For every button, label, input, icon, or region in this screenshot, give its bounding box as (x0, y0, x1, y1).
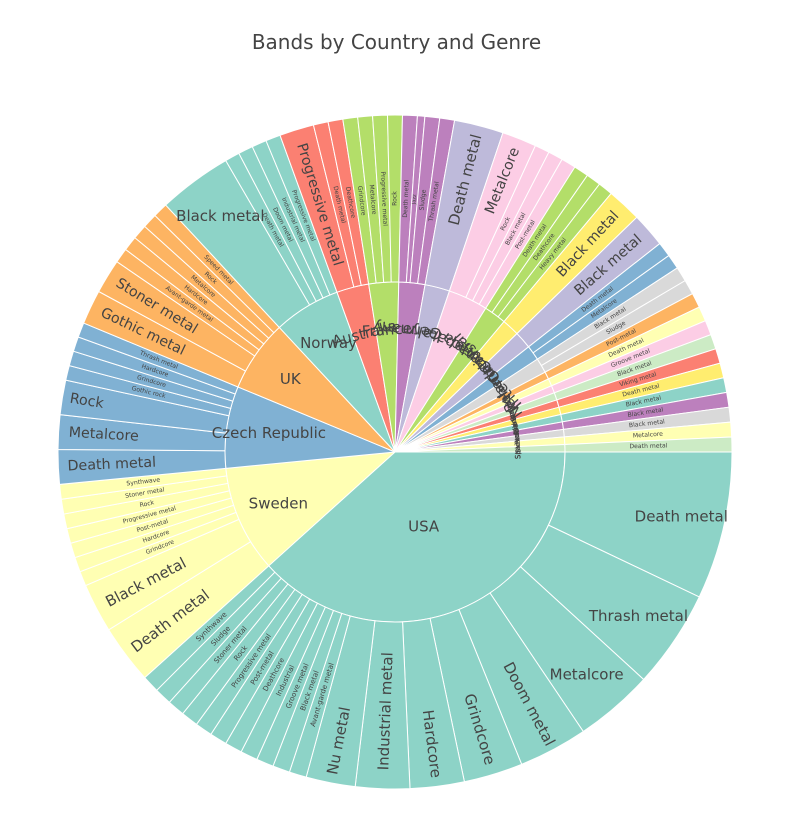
genre-label-rock: Rock (392, 191, 399, 206)
genre-label-black-metal: Black metal (629, 418, 666, 429)
country-label-france: France (361, 319, 412, 340)
genre-label-metalcore: Metalcore (633, 431, 664, 440)
genre-label-thrash-metal: Thrash metal (588, 607, 688, 625)
genre-label-metalcore: Metalcore (68, 425, 139, 445)
country-label-spain: Spain (513, 439, 522, 459)
chart-title: Bands by Country and Genre (251, 30, 542, 54)
country-label-sweden: Sweden (249, 494, 308, 512)
genre-label-death-metal: Death metal (629, 442, 667, 450)
genre-label-metalcore: Metalcore (550, 665, 624, 683)
genre-label-death-metal: Death metal (635, 508, 728, 526)
genre-label-death-metal: Death metal (67, 455, 156, 475)
country-label-slovakia: Slovakia (511, 423, 523, 454)
genre-label-metalcore: Metalcore (368, 184, 378, 215)
genre-label-sludge: Sludge (418, 189, 427, 211)
genre-label-death-metal: Death metal (402, 179, 411, 218)
genre-label-synthwave: Synthwave (126, 476, 161, 487)
genre-label-rock: Rock (139, 499, 155, 509)
country-label-usa: USA (408, 518, 440, 536)
country-label-czech-republic: Czech Republic (212, 424, 326, 442)
genre-label-grindcore: Grindcore (356, 185, 367, 216)
genre-label-industrial-metal: Industrial metal (374, 652, 396, 771)
country-label-russia: Russia (510, 421, 522, 445)
genre-label-progressive-metal: Progressive metal (379, 171, 388, 226)
genre-label-jazz: Jazz (411, 194, 418, 206)
genre-label-rock: Rock (69, 391, 106, 412)
country-label-uk: UK (280, 370, 302, 388)
country-label-norway: Norway (300, 334, 357, 352)
genre-slice-death-metal[interactable] (564, 436, 733, 453)
genre-label-black-metal: Black metal (176, 207, 264, 225)
country-label-slovenia: Slovenia (512, 428, 523, 459)
